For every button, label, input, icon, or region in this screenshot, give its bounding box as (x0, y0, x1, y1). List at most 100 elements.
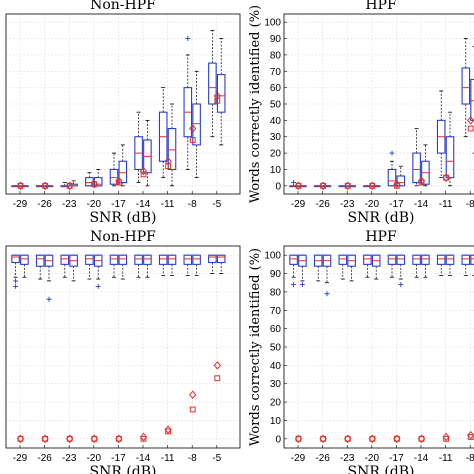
panel-title: Non-HPF (90, 229, 156, 245)
x-tick-label: -20 (87, 199, 102, 210)
box (436, 254, 446, 265)
box (118, 254, 128, 265)
box (216, 254, 226, 264)
y-tick-label: 20 (270, 398, 282, 409)
box (363, 254, 372, 265)
mean-marker-square (214, 97, 221, 104)
mean-marker-square (189, 137, 196, 143)
x-tick-label: -23 (340, 453, 355, 464)
mean-marker-square (66, 435, 73, 442)
mean-marker-square (369, 182, 376, 189)
panel-3: Non-HPF -29 -26 -23 -20 -17 -14 -11 -8 -5 SNR (dB) (5, 229, 241, 474)
box (461, 67, 471, 105)
mean-marker-square (344, 435, 351, 442)
mean-marker-diamond (213, 361, 221, 370)
y-axis-label: Words correctly identified (%) (248, 5, 263, 203)
x-tick-label: -11 (439, 453, 453, 464)
x-tick-label: -5 (212, 199, 221, 210)
panel-title: HPF (365, 229, 397, 245)
y-tick-label: 50 (270, 100, 282, 111)
x-axis-label: SNR (dB) (347, 464, 414, 474)
mean-marker-square (320, 182, 327, 189)
y-tick-label: 70 (270, 67, 282, 78)
box (11, 254, 20, 264)
outlier (398, 282, 404, 288)
outlier (299, 282, 305, 288)
y-tick-label: 10 (270, 165, 282, 176)
x-tick-label: -14 (414, 453, 429, 464)
box (387, 168, 397, 187)
y-tick-label: 80 (270, 287, 282, 298)
mean-marker-square (394, 435, 400, 442)
box (470, 78, 474, 121)
x-axis-label: SNR (dB) (347, 210, 414, 226)
x-tick-label: -17 (389, 453, 404, 464)
y-tick-label: 90 (270, 34, 282, 45)
mean-marker-diamond (467, 116, 474, 125)
y-tick-label: 60 (270, 83, 282, 94)
y-tick-label: 100 (264, 251, 281, 262)
box (109, 168, 119, 185)
mean-marker-square (189, 406, 196, 413)
x-tick-label: -29 (291, 453, 306, 464)
box (445, 136, 455, 179)
box (118, 160, 128, 184)
mean-marker-square (42, 435, 49, 442)
x-tick-label: -29 (13, 453, 28, 464)
box (396, 175, 406, 187)
x-tick-label: -8 (466, 453, 474, 464)
box (85, 254, 94, 265)
x-tick-label: -8 (188, 453, 197, 464)
x-tick-label: -20 (365, 453, 380, 464)
y-tick-label: 90 (270, 269, 282, 280)
mean-marker-square (165, 428, 171, 435)
box (134, 254, 143, 265)
outlier (13, 278, 19, 284)
y-tick-label: 70 (270, 306, 282, 317)
x-axis-label: SNR (dB) (89, 210, 156, 226)
y-tick-label: 60 (270, 324, 282, 335)
mean-marker-diamond (189, 124, 197, 133)
mean-marker-square (140, 171, 147, 178)
x-tick-label: -11 (439, 199, 453, 210)
box (60, 254, 70, 265)
x-tick-label: -26 (37, 453, 52, 464)
box (192, 254, 201, 265)
x-tick-label: -8 (188, 199, 197, 210)
box (289, 254, 298, 265)
mean-marker-square (66, 182, 73, 189)
y-tick-label: 30 (270, 379, 282, 390)
box (421, 254, 430, 265)
axes-frame (5, 13, 241, 195)
mean-marker-square (91, 435, 98, 442)
outlier (185, 36, 191, 42)
panel-1: Non-HPF -29 -26 -23 -20 -17 -14 -11 -8 -5 SNR (dB) (5, 0, 241, 226)
x-tick-label: -17 (389, 199, 404, 210)
x-tick-label: -26 (315, 199, 330, 210)
x-tick-label: -14 (136, 199, 151, 210)
x-tick-label: -29 (13, 199, 28, 210)
outlier (95, 283, 101, 289)
y-tick-label: 30 (270, 132, 282, 143)
y-tick-label: 40 (270, 361, 282, 372)
panel-title: Non-HPF (90, 0, 156, 13)
x-tick-label: -5 (212, 453, 221, 464)
mean-marker-square (295, 182, 302, 189)
axes-frame (5, 245, 241, 449)
box (412, 152, 421, 184)
x-tick-label: -26 (315, 453, 330, 464)
box (445, 254, 455, 265)
box (461, 254, 471, 265)
box (109, 254, 119, 265)
box (167, 254, 177, 265)
mean-marker-square (467, 434, 474, 440)
mean-marker-square (344, 182, 351, 189)
x-tick-label: -26 (37, 199, 52, 210)
mean-marker-square (214, 375, 221, 382)
x-axis-label: SNR (dB) (89, 464, 156, 474)
x-tick-label: -8 (466, 199, 474, 210)
x-tick-label: -29 (291, 199, 306, 210)
